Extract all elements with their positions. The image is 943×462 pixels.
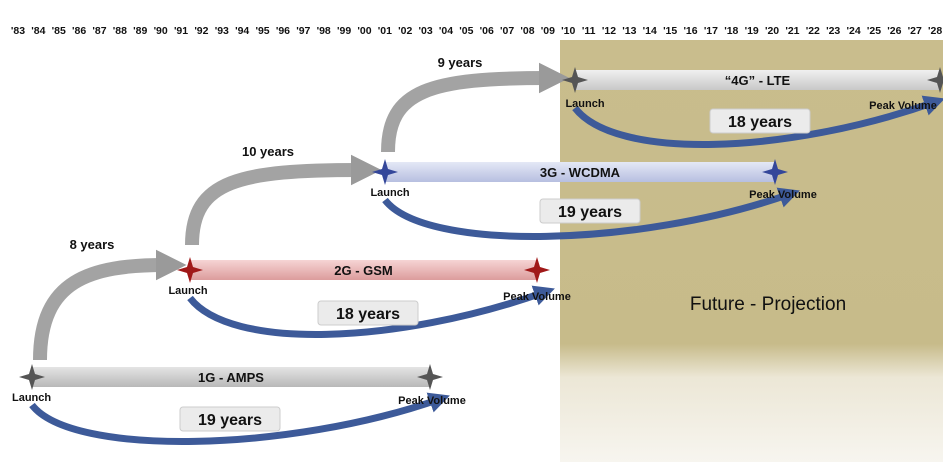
- peak-label: Peak Volume: [869, 100, 937, 112]
- year-label: '05: [459, 25, 473, 37]
- year-label: '18: [724, 25, 738, 37]
- year-label: '99: [337, 25, 351, 37]
- year-label: '87: [92, 25, 106, 37]
- year-label: '25: [867, 25, 881, 37]
- year-label: '19: [745, 25, 759, 37]
- year-label: '00: [357, 25, 371, 37]
- star: [177, 257, 203, 283]
- peak-label: Peak Volume: [398, 395, 466, 407]
- year-label: '84: [31, 25, 45, 37]
- year-label: '89: [133, 25, 147, 37]
- peak-label: Peak Volume: [749, 189, 817, 201]
- year-label: '10: [561, 25, 575, 37]
- duration-label: 19 years: [558, 204, 622, 221]
- year-label: '96: [276, 25, 290, 37]
- transition-arrow: [33, 249, 187, 361]
- year-label: '15: [663, 25, 677, 37]
- year-label: '86: [72, 25, 86, 37]
- star: [762, 159, 788, 185]
- year-label: '12: [602, 25, 616, 37]
- generation-bar: [385, 162, 775, 182]
- year-label: '85: [52, 25, 66, 37]
- generation-name: 1G - AMPS: [198, 370, 264, 385]
- year-label: '93: [215, 25, 229, 37]
- year-label: '11: [582, 25, 596, 37]
- year-label: '22: [806, 25, 820, 37]
- year-label: '28: [928, 25, 942, 37]
- duration-label: 19 years: [198, 412, 262, 429]
- star: [372, 159, 398, 185]
- year-label: '01: [378, 25, 392, 37]
- year-label: '94: [235, 25, 249, 37]
- year-label: '24: [846, 25, 860, 37]
- year-label: '20: [765, 25, 779, 37]
- transition-arrow: [381, 62, 570, 153]
- year-label: '08: [520, 25, 534, 37]
- duration-arrow: [187, 285, 555, 338]
- year-label: '04: [439, 25, 453, 37]
- duration-box: [539, 198, 641, 224]
- year-label: '26: [887, 25, 901, 37]
- duration-arrow: [29, 392, 450, 445]
- duration-label: 18 years: [336, 306, 400, 323]
- star: [927, 67, 943, 93]
- duration-arrow: [572, 95, 943, 148]
- peak-label: Peak Volume: [503, 291, 571, 303]
- transition-arrow: [185, 154, 382, 246]
- star: [524, 257, 550, 283]
- generation-name: “4G” - LTE: [725, 73, 791, 88]
- generation-bar: [190, 260, 537, 280]
- year-label: '03: [419, 25, 433, 37]
- star: [19, 364, 45, 390]
- year-label: '91: [174, 25, 188, 37]
- launch-label: Launch: [12, 392, 51, 404]
- year-label: '27: [908, 25, 922, 37]
- duration-box: [709, 108, 811, 134]
- generation-bar: [32, 367, 430, 387]
- transition-label: 8 years: [70, 237, 115, 252]
- generation-name: 3G - WCDMA: [540, 165, 621, 180]
- duration-box: [317, 300, 419, 326]
- launch-label: Launch: [370, 187, 409, 199]
- generation-name: 2G - GSM: [334, 263, 393, 278]
- year-label: '06: [480, 25, 494, 37]
- year-label: '07: [500, 25, 514, 37]
- year-label: '13: [622, 25, 636, 37]
- year-label: '92: [194, 25, 208, 37]
- year-label: '97: [296, 25, 310, 37]
- year-label: '02: [398, 25, 412, 37]
- duration-box: [179, 406, 281, 432]
- transition-label: 10 years: [242, 144, 294, 159]
- launch-label: Launch: [168, 285, 207, 297]
- year-label: '90: [154, 25, 168, 37]
- transition-label: 9 years: [438, 55, 483, 70]
- year-label: '23: [826, 25, 840, 37]
- future-label: Future - Projection: [690, 294, 846, 315]
- year-label: '21: [785, 25, 799, 37]
- launch-label: Launch: [565, 98, 604, 110]
- year-label: '95: [255, 25, 269, 37]
- year-label: '17: [704, 25, 718, 37]
- year-label: '16: [683, 25, 697, 37]
- star: [562, 67, 588, 93]
- year-label: '98: [317, 25, 331, 37]
- generation-bar: [575, 70, 940, 90]
- year-label: '09: [541, 25, 555, 37]
- year-label: '14: [643, 25, 657, 37]
- duration-label: 18 years: [728, 114, 792, 131]
- duration-arrow: [382, 187, 800, 240]
- year-label: '83: [11, 25, 25, 37]
- star: [417, 364, 443, 390]
- year-label: '88: [113, 25, 127, 37]
